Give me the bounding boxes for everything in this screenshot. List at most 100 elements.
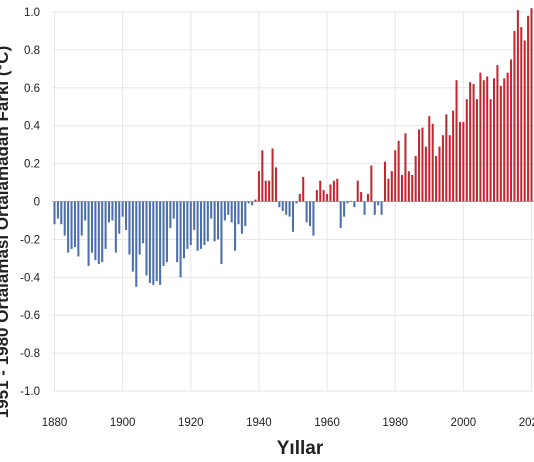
bar [360,192,363,202]
bar [165,201,168,263]
bar [152,201,155,285]
bar [196,201,199,251]
bar [479,72,482,202]
bar [492,78,496,202]
bar [131,201,134,272]
bar [121,201,124,217]
bar [397,140,400,202]
bar [366,193,369,202]
bar [84,201,87,221]
y-tick-label: 0.8 [24,45,40,57]
bar [435,156,438,202]
y-tick-label: -0.8 [20,348,40,360]
bar [346,201,349,204]
x-tick-label: 1940 [246,417,272,429]
y-tick-label: -0.6 [20,310,40,322]
bar [53,201,56,225]
bar [278,201,281,208]
bar [312,201,315,236]
bar [472,84,475,202]
bar [523,40,526,202]
bar [213,201,216,242]
bar [118,201,121,234]
bar [56,201,59,219]
x-tick-label: 1900 [110,417,136,429]
bar [104,201,107,249]
bar [373,201,376,215]
bar [496,65,499,202]
bar [469,82,472,202]
bar [80,201,83,236]
bar [244,201,247,227]
y-tick-label: -0.4 [20,272,40,284]
bar [210,201,213,219]
bars [53,8,533,287]
bar [499,85,502,202]
bar [448,135,451,202]
bar [326,193,329,202]
bar [475,99,479,202]
bar [421,127,424,202]
bar [125,201,128,230]
bar [254,199,257,202]
bar [401,174,404,202]
bar [203,201,206,246]
x-tick-label: 1920 [178,417,204,429]
bar [107,201,111,223]
bar [274,167,277,202]
bar [145,201,148,276]
bar [257,171,260,202]
bar [506,72,509,202]
bar [363,201,366,215]
bar [159,201,162,285]
bar [179,201,182,278]
bar [489,99,492,202]
bar [302,176,305,202]
x-tick-labels: 1880 1900 1920 1940 1960 1980 2000 2020 [42,417,534,429]
bar [305,201,308,223]
bar [261,150,264,202]
bar [387,178,390,202]
y-tick-label: -1.0 [20,386,40,398]
x-tick-label: 1880 [42,417,68,429]
bar [155,201,158,282]
bar [97,201,100,265]
bar [424,146,427,202]
bar [520,27,523,202]
bar [298,193,301,202]
bar [503,78,506,202]
bar [332,180,335,202]
bar [455,80,458,202]
bar [462,121,465,202]
bar [67,201,70,253]
bar [223,201,226,221]
bar [343,201,346,217]
bar [138,201,141,255]
bar [428,116,431,202]
bar [309,201,312,227]
bar [353,201,356,208]
x-tick-label: 1960 [314,417,340,429]
bar [315,190,318,202]
bar [142,201,145,244]
bar [349,200,352,202]
bar [394,150,397,202]
bar [77,201,80,257]
bar [111,201,114,221]
bar [513,30,516,202]
bar [193,201,196,230]
bar [465,99,468,202]
y-axis-title: 1951 - 1980 Ortalaması Ortalamadan Farkı… [0,46,12,418]
bar [199,201,203,249]
y-tick-label: 1.0 [24,7,40,19]
bar [414,156,417,202]
bar [268,180,271,202]
bar [438,146,441,202]
bar [60,201,63,225]
x-tick-label: 2020 [519,417,534,429]
bar [482,80,485,202]
bar [329,184,332,202]
bar [176,201,179,263]
bar [217,201,220,240]
bar [339,201,342,229]
